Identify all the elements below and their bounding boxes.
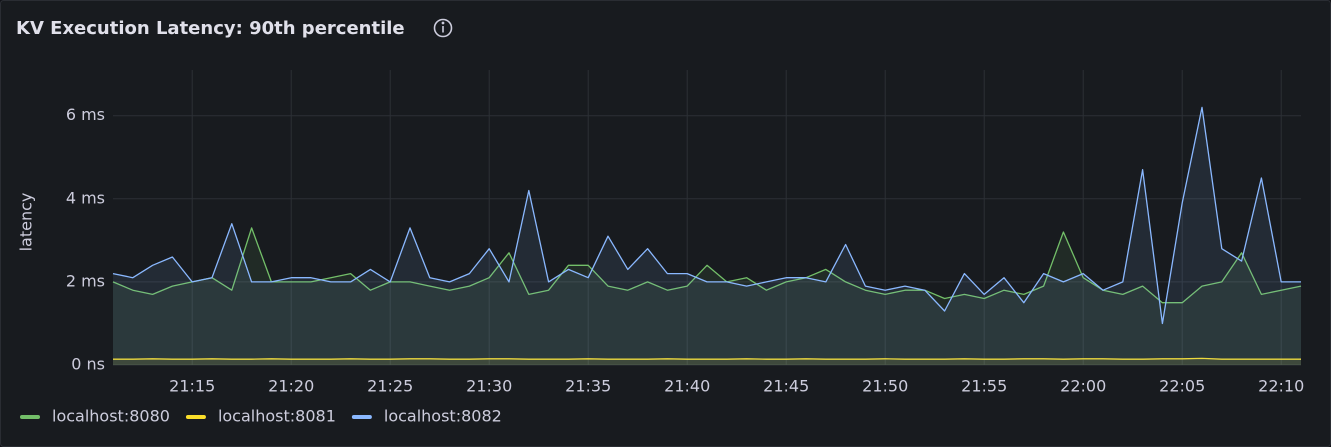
- legend-label: localhost:8080: [52, 407, 170, 426]
- legend-label: localhost:8081: [218, 407, 336, 426]
- x-tick-label: 21:40: [664, 377, 710, 396]
- x-tick-label: 21:20: [268, 377, 314, 396]
- info-icon[interactable]: [433, 18, 453, 38]
- series-area: [113, 358, 1301, 365]
- x-tick-label: 21:45: [763, 377, 809, 396]
- plot-area: 0 ns 2 ms 4 ms 6 ms 21:15 21:20 21:25 21:30 21:3…: [66, 70, 1304, 396]
- series-area: [113, 227, 1301, 365]
- y-axis-label: latency: [17, 193, 36, 252]
- series-line: [113, 357, 1301, 360]
- x-tick-label: 21:25: [367, 377, 413, 396]
- x-tick-label: 21:30: [466, 377, 512, 396]
- x-tick-label: 21:55: [961, 377, 1007, 396]
- series-line: [112, 106, 1301, 325]
- y-tick-label: 6 ms: [66, 105, 105, 124]
- y-tick-label: 4 ms: [66, 188, 105, 207]
- legend-item[interactable]: localhost:8080: [20, 407, 170, 426]
- x-tick-label: 21:35: [565, 377, 611, 396]
- panel-title: KV Execution Latency: 90th percentile: [16, 18, 405, 39]
- x-tick-label: 22:10: [1258, 377, 1304, 396]
- y-tick-label: 0 ns: [71, 355, 105, 374]
- y-tick-label: 2 ms: [66, 271, 105, 290]
- legend-item[interactable]: localhost:8081: [185, 407, 336, 426]
- legend-label: localhost:8082: [384, 407, 502, 426]
- series-area: [113, 107, 1301, 366]
- x-tick-label: 21:15: [169, 377, 215, 396]
- x-tick-label: 21:50: [862, 377, 908, 396]
- x-tick-label: 22:00: [1060, 377, 1106, 396]
- x-tick-label: 22:05: [1159, 377, 1205, 396]
- legend-item[interactable]: localhost:8082: [351, 407, 502, 426]
